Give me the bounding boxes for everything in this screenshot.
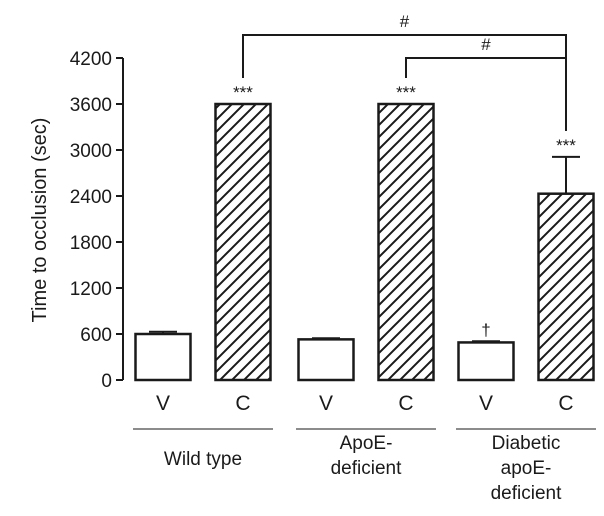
bar — [214, 102, 272, 382]
bars: *** *** † *** — [134, 83, 595, 382]
group-label: ApoE- — [340, 433, 393, 454]
group-label: deficient — [491, 483, 562, 504]
bar-annotation: *** — [233, 83, 253, 102]
y-tick-label: 3600 — [70, 95, 112, 116]
bar-annotation: *** — [556, 136, 576, 155]
y-tick-label: 1800 — [70, 233, 112, 254]
category-label: C — [235, 392, 250, 415]
bar — [537, 192, 595, 382]
category-label: C — [558, 392, 573, 415]
y-tick-label: 3000 — [70, 141, 112, 162]
category-label: V — [479, 392, 493, 415]
y-tick-label: 1200 — [70, 279, 112, 300]
y-tick-label: 0 — [101, 371, 112, 392]
category-label: V — [156, 392, 170, 415]
significance-brackets: ## — [242, 12, 567, 131]
y-tick-label: 4200 — [70, 49, 112, 70]
category-label: C — [398, 392, 413, 415]
bar-annotation: *** — [396, 83, 416, 102]
comparison-bracket — [405, 57, 567, 131]
bar — [297, 338, 355, 382]
bar — [134, 332, 192, 382]
group-label: Diabetic — [492, 433, 561, 454]
bar-annotation: † — [481, 320, 490, 339]
group-label: Wild type — [164, 449, 242, 470]
y-tick-label: 2400 — [70, 187, 112, 208]
group-label: deficient — [331, 458, 402, 479]
y-tick-label: 600 — [80, 325, 112, 346]
category-label: V — [319, 392, 333, 415]
comparison-label: # — [400, 12, 410, 31]
bar — [377, 102, 435, 382]
y-axis-title: Time to occlusion (sec) — [29, 118, 51, 323]
bar — [457, 341, 515, 382]
y-axis: 0 600 1200 1800 2400 3000 3600 4200 — [70, 49, 124, 392]
comparison-label: # — [481, 35, 491, 54]
group-label: apoE- — [501, 458, 552, 479]
